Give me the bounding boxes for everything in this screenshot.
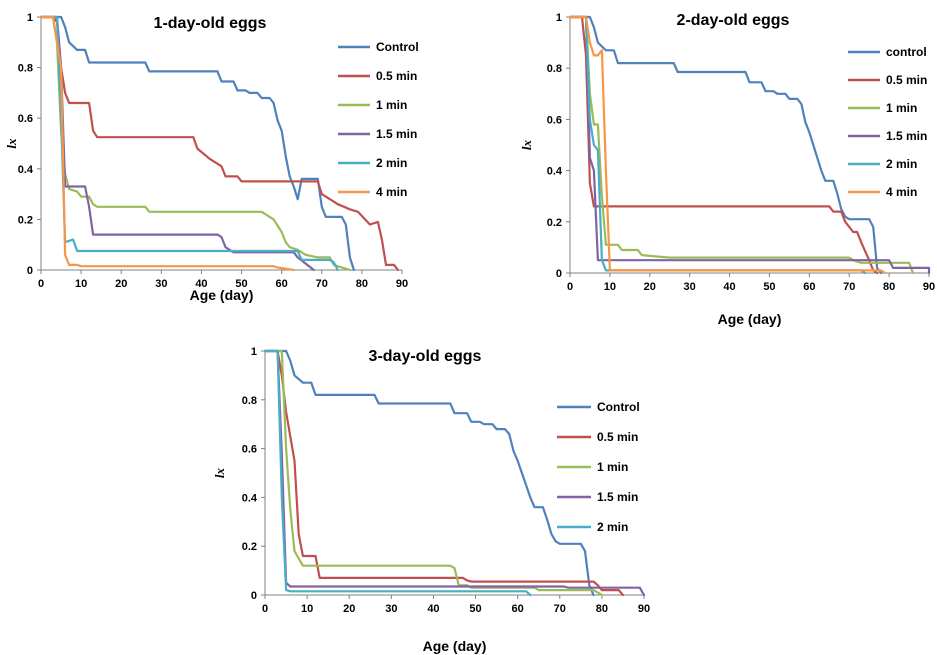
y-tick-label: 0.6 — [547, 114, 562, 126]
y-tick-label: 0.8 — [547, 63, 562, 75]
legend-label: 4 min — [886, 185, 917, 199]
x-tick-label: 30 — [385, 603, 397, 615]
y-axis-label: lx — [212, 467, 227, 478]
series-line-4-min — [568, 15, 887, 275]
x-tick-label: 50 — [235, 278, 247, 290]
y-tick-label: 0.2 — [18, 214, 33, 226]
legend-label: 2 min — [597, 520, 628, 534]
series-line-control — [39, 15, 355, 272]
x-tick-label: 60 — [276, 278, 288, 290]
y-tick-label: 1 — [251, 346, 257, 358]
x-tick-label: 90 — [396, 278, 408, 290]
x-tick-label: 20 — [644, 281, 656, 293]
x-tick-label: 10 — [604, 281, 616, 293]
legend-label: 1.5 min — [886, 129, 927, 143]
legend-label: 2 min — [886, 157, 917, 171]
legend-label: 0.5 min — [376, 69, 417, 83]
x-tick-label: 30 — [684, 281, 696, 293]
y-tick-label: 0.6 — [18, 113, 33, 125]
legend-label: 1 min — [597, 460, 628, 474]
x-tick-label: 90 — [923, 281, 935, 293]
x-tick-label: 0 — [262, 603, 268, 615]
x-tick-label: 80 — [356, 278, 368, 290]
y-tick-label: 0.2 — [242, 541, 257, 553]
legend-label: 4 min — [376, 185, 407, 199]
x-axis-label: Age (day) — [718, 311, 782, 327]
series-line-1-5-min — [568, 15, 931, 275]
legend-label: 0.5 min — [886, 73, 927, 87]
x-tick-label: 90 — [638, 603, 650, 615]
y-tick-label: 0.6 — [242, 444, 257, 456]
chart-title: 3-day-old eggs — [369, 348, 482, 365]
x-tick-label: 10 — [301, 603, 313, 615]
y-tick-label: 0.4 — [242, 492, 258, 504]
x-tick-label: 10 — [75, 278, 87, 290]
chart-1-day-old-eggs: 0 10 20 30 40 50 60 70 80 90 0 0.2 0.4 0.6 0.8 1 1-day-o… — [4, 12, 419, 303]
chart-2-day-old-eggs: 0 10 20 30 40 50 60 70 80 90 0 0.2 0.4 0.6 0.8 1 2-day-o… — [519, 12, 935, 327]
y-tick-label: 0.4 — [547, 166, 563, 178]
y-tick-label: 0.8 — [242, 395, 257, 407]
chart-3-day-old-eggs: 0 10 20 30 40 50 60 70 80 90 0 0.2 0.4 0.6 0.8 1 3-day-o… — [212, 346, 650, 654]
series-line-1-min — [263, 349, 604, 597]
x-tick-label: 70 — [843, 281, 855, 293]
y-tick-label: 1 — [27, 12, 33, 24]
series-line-control — [568, 15, 883, 275]
series-line-1-5-min — [263, 349, 646, 597]
legend-label: 1 min — [886, 101, 917, 115]
series-line-2-min — [568, 15, 867, 275]
series-line-control — [263, 349, 595, 597]
legend-label: 2 min — [376, 156, 407, 170]
chart-title: 1-day-old eggs — [154, 15, 267, 32]
x-tick-label: 40 — [195, 278, 207, 290]
legend-label: Control — [597, 400, 640, 414]
y-tick-label: 0 — [27, 265, 33, 277]
legend-label: 1.5 min — [376, 127, 417, 141]
series-line-4-min — [39, 15, 295, 272]
x-tick-label: 60 — [512, 603, 524, 615]
x-tick-label: 70 — [554, 603, 566, 615]
x-tick-label: 60 — [803, 281, 815, 293]
y-tick-label: 0.8 — [18, 63, 33, 75]
legend-label: 0.5 min — [597, 430, 638, 444]
legend-label: Control — [376, 40, 419, 54]
legend-label: control — [886, 45, 927, 59]
x-axis-label: Age (day) — [190, 287, 254, 303]
series-line-1-5-min — [39, 15, 315, 272]
x-tick-label: 0 — [38, 278, 44, 290]
y-axis-label: lx — [4, 138, 19, 149]
y-axis-label: lx — [519, 139, 534, 150]
x-axis-label: Age (day) — [423, 638, 487, 654]
y-tick-label: 0 — [251, 590, 257, 602]
x-tick-label: 20 — [115, 278, 127, 290]
x-tick-label: 50 — [763, 281, 775, 293]
x-tick-label: 20 — [343, 603, 355, 615]
y-tick-label: 0.4 — [18, 164, 34, 176]
series-line-1-min — [568, 15, 915, 275]
legend-label: 1 min — [376, 98, 407, 112]
x-tick-label: 30 — [155, 278, 167, 290]
x-tick-label: 80 — [883, 281, 895, 293]
series-line-2-min — [39, 15, 339, 272]
series-line-0-5-min — [263, 349, 625, 597]
y-tick-label: 0 — [556, 268, 562, 280]
y-tick-label: 1 — [556, 12, 562, 24]
x-tick-label: 0 — [567, 281, 573, 293]
legend-label: 1.5 min — [597, 490, 638, 504]
x-tick-label: 40 — [427, 603, 439, 615]
series-line-2-min — [263, 349, 532, 597]
x-tick-label: 50 — [469, 603, 481, 615]
x-tick-label: 40 — [723, 281, 735, 293]
x-tick-label: 70 — [316, 278, 328, 290]
series-line-0-5-min — [39, 15, 400, 272]
chart-title: 2-day-old eggs — [677, 12, 790, 29]
y-tick-label: 0.2 — [547, 217, 562, 229]
x-tick-label: 80 — [596, 603, 608, 615]
